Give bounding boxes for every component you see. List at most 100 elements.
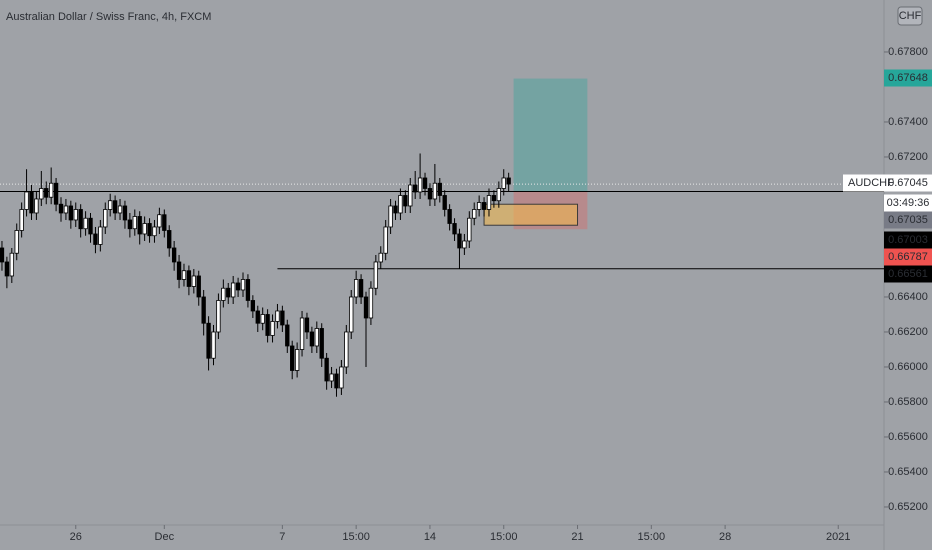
candle-body [14,230,19,254]
candle-body [53,182,59,205]
price-label: 03:49:36 [887,197,930,209]
x-tick-label: 15:00 [638,531,666,543]
candle-body [432,182,438,200]
y-tick-label: 0.65400 [888,466,928,478]
price-label-box [843,174,932,192]
candle-body [48,182,54,198]
price-label-box [884,194,932,212]
candle-body [137,216,142,235]
candle-body [4,261,10,277]
x-tick-label: 15:00 [342,531,370,543]
candle-body [132,216,137,230]
candle-body [398,195,403,214]
candle-body [117,205,123,214]
candle-body [93,233,98,245]
x-tick-label: 28 [719,531,731,543]
candle-body [334,373,339,389]
candle-body [235,282,241,291]
y-tick-label: 0.67800 [888,46,928,58]
x-tick-label: 2021 [826,531,850,543]
candle-body [98,226,103,245]
currency-button[interactable] [897,6,923,26]
candle-body [324,357,329,382]
y-tick-label: 0.66400 [888,291,928,303]
y-tick-label: 0.66200 [888,326,928,338]
candle-body [319,328,324,359]
candle-body [147,223,152,237]
candle-body [221,287,226,301]
y-tick-label: 0.66000 [888,361,928,373]
candle-body [388,205,393,228]
x-tick-label: 14 [424,531,436,543]
candle-body [63,205,69,214]
candle-body [171,247,177,263]
candle-body [285,324,290,347]
candle-body [383,226,388,254]
candle-body [83,217,88,230]
price-label-box [884,265,932,283]
price-label: 0.67648 [888,72,928,84]
candle-body [88,217,93,235]
candle-body [309,331,315,347]
candle-body [191,275,196,287]
candle-body [280,310,285,326]
candle-body [417,177,423,193]
candle-body [216,300,221,333]
currency-button-label[interactable]: CHF [899,10,922,22]
candle-body [378,252,383,263]
candle-body [368,287,374,319]
candle-body [39,188,44,200]
price-label-box [884,231,932,249]
candle-body [358,279,364,298]
candle-body [339,366,344,389]
candle-body [442,195,447,210]
candle-body [122,205,128,221]
candle-body [353,279,359,298]
candle-body [467,217,472,242]
candle-body [290,345,295,371]
candle-body [157,214,162,228]
candle-body [437,182,442,196]
candle-body [240,279,246,291]
price-label: 0.66561 [888,268,928,280]
candle-body [108,200,113,210]
candle-body [211,331,216,359]
y-tick-label: 0.65800 [888,396,928,408]
x-tick-label: 21 [571,531,583,543]
candle-body [103,209,108,228]
candle-body [162,214,167,231]
candle-body [427,188,433,200]
candle-body [481,202,487,210]
candle-body [9,252,14,277]
candle-body [270,321,275,336]
price-label: 0.67003 [888,234,928,246]
candle-body [260,314,265,324]
candle-body [373,261,379,289]
candle-body [201,296,206,324]
candle-body [245,279,251,301]
candle-body [112,200,118,214]
candle-body [58,203,64,214]
candle-body [299,317,305,350]
candle-body [349,296,354,333]
candle-body [24,191,29,210]
candle-body [486,195,492,210]
x-tick-label: 7 [279,531,285,543]
candle-body [393,205,398,214]
candle-body [496,188,501,202]
candle-body [231,282,236,298]
y-tick-label: 0.65200 [888,501,928,513]
price-label-symbol: AUDCHF [848,177,894,189]
x-tick-label: 26 [70,531,82,543]
candle-body [255,310,260,324]
candle-body [344,331,349,368]
candle-body [19,209,24,231]
candle-body [329,373,334,382]
candle-body [176,261,182,280]
candle-body [152,226,157,237]
candle-body [422,177,428,189]
candle-body [78,209,83,230]
candle-body [408,184,413,207]
